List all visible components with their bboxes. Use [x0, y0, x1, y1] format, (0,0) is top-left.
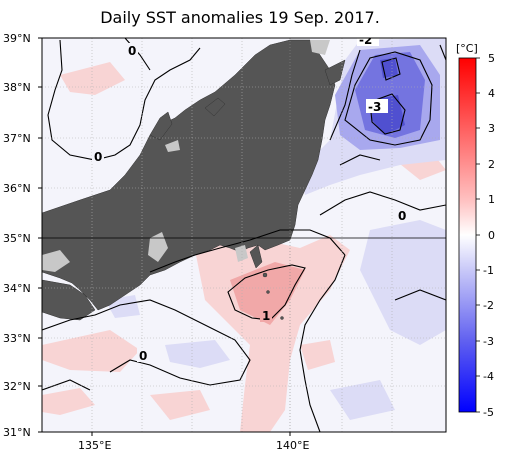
cb-tick-3: 3: [488, 122, 495, 135]
cb-tick-minus-3: -3: [483, 335, 494, 348]
cb-tick-5: 5: [488, 52, 495, 65]
cb-tick-minus-4: -4: [483, 370, 494, 383]
lat-label-35: 35°N: [3, 232, 31, 245]
cb-tick-minus-2: -2: [483, 299, 494, 312]
land: [42, 39, 346, 321]
colorbar-scale: [458, 57, 477, 413]
contour-label-0-north: 0: [128, 44, 136, 58]
cb-tick-2: 2: [488, 158, 495, 171]
colorbar-unit: [°C]: [456, 42, 478, 55]
lat-label-32: 32°N: [3, 380, 31, 393]
colorbar: [°C] 5 4 3 2 1 0 -1 -2 -3 -4 -5: [456, 42, 495, 419]
contour-label-minus-2: -2: [359, 33, 372, 47]
lat-label-34: 34°N: [3, 282, 31, 295]
map-title: Daily SST anomalies 19 Sep. 2017.: [100, 8, 380, 27]
cool-anomaly-patches: [105, 38, 446, 420]
contour-label-0-south: 0: [139, 349, 147, 363]
lat-label-39: 39°N: [3, 32, 31, 45]
plot-frame: [41, 37, 447, 433]
lat-label-33: 33°N: [3, 332, 31, 345]
contour-labels: 0 0 0 0 1 -2 -3: [92, 33, 408, 363]
contour-label-0-east: 0: [398, 209, 406, 223]
axis-ticks: [38, 37, 291, 436]
cb-tick-minus-1: -1: [483, 264, 494, 277]
lat-label-37: 37°N: [3, 132, 31, 145]
cb-tick-0: 0: [488, 229, 495, 242]
contour-label-minus-3: -3: [368, 100, 381, 114]
cb-tick-1: 1: [488, 193, 495, 206]
lat-label-31: 31°N: [3, 426, 31, 439]
lon-labels: 135°E 140°E: [78, 439, 309, 452]
contour-label-0-west: 0: [94, 150, 102, 164]
contour-lines: [42, 38, 446, 432]
cb-tick-4: 4: [488, 87, 495, 100]
lat-labels: 39°N 38°N 37°N 36°N 35°N 34°N 33°N 32°N …: [3, 32, 31, 439]
lakes: [42, 40, 330, 272]
lon-label-135: 135°E: [78, 439, 111, 452]
contour-label-1: 1: [262, 309, 270, 323]
cb-tick-minus-5: -5: [483, 406, 494, 419]
lat-label-36: 36°N: [3, 182, 31, 195]
lat-label-38: 38°N: [3, 81, 31, 94]
lon-label-140: 140°E: [276, 439, 309, 452]
grid: [42, 38, 446, 432]
